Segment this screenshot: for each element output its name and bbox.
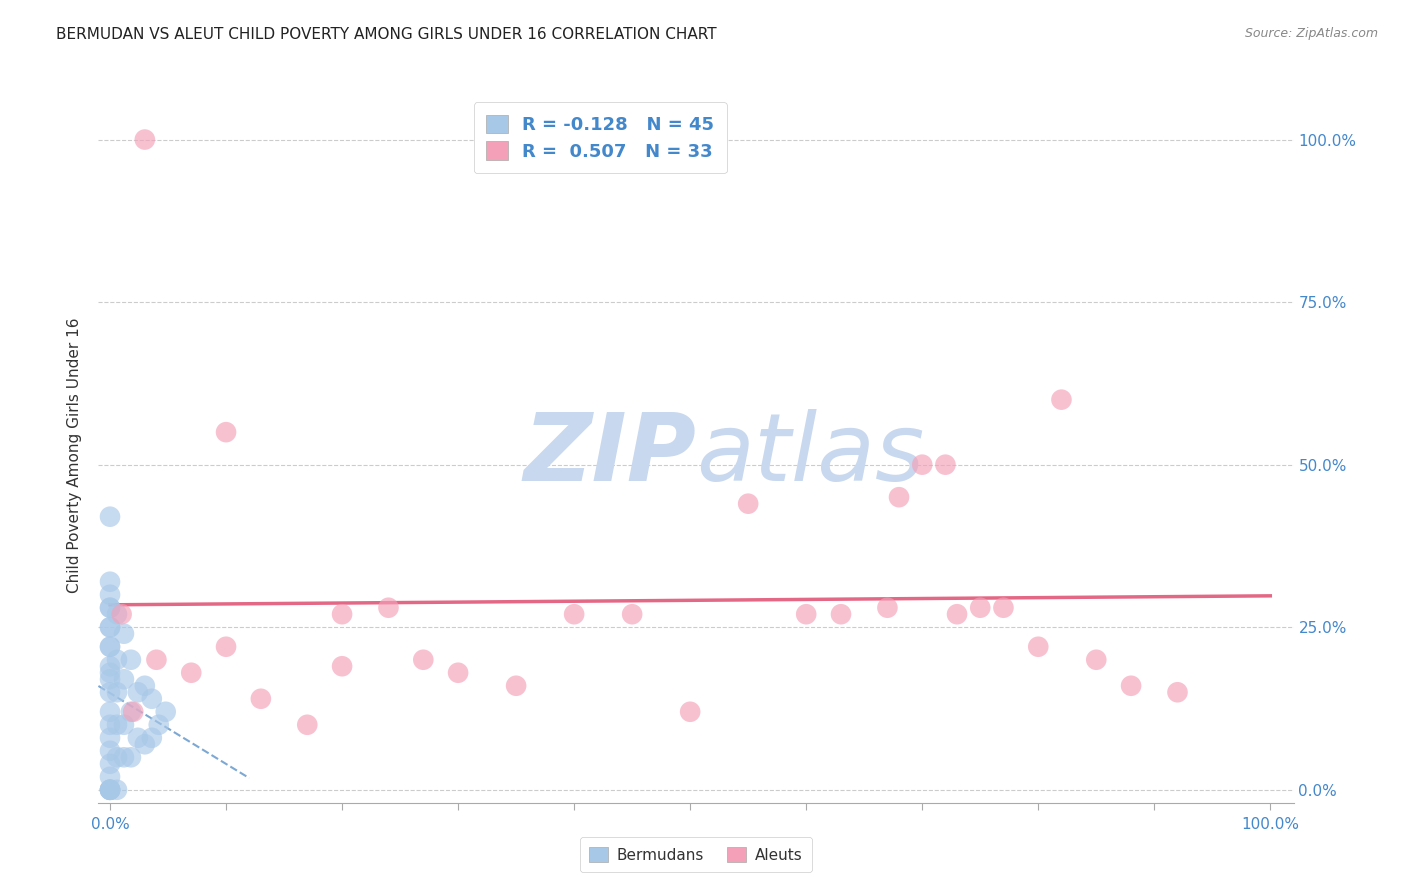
Point	[98, 640, 121, 654]
Point	[120, 705, 142, 719]
Point	[794, 607, 817, 622]
Point	[297, 718, 319, 732]
Point	[887, 490, 910, 504]
Point	[111, 607, 134, 622]
Point	[1026, 640, 1049, 654]
Y-axis label: Child Poverty Among Girls Under 16: Child Poverty Among Girls Under 16	[66, 318, 82, 592]
Point	[134, 132, 156, 146]
Point	[98, 782, 121, 797]
Point	[112, 750, 135, 764]
Point	[105, 685, 128, 699]
Point	[105, 782, 128, 797]
Point	[98, 782, 121, 797]
Point	[122, 705, 145, 719]
Point	[127, 685, 149, 699]
Point	[621, 607, 644, 622]
Point	[934, 458, 956, 472]
Point	[98, 640, 121, 654]
Point	[737, 497, 759, 511]
Point	[330, 659, 353, 673]
Point	[946, 607, 969, 622]
Point	[1085, 653, 1108, 667]
Point	[98, 659, 121, 673]
Point	[1166, 685, 1188, 699]
Point	[98, 782, 121, 797]
Point	[412, 653, 434, 667]
Point	[98, 620, 121, 634]
Point	[105, 750, 128, 764]
Point	[215, 425, 238, 439]
Point	[98, 672, 121, 686]
Point	[98, 744, 121, 758]
Point	[679, 705, 702, 719]
Point	[911, 458, 934, 472]
Point	[876, 600, 898, 615]
Point	[98, 756, 121, 771]
Point	[447, 665, 470, 680]
Text: BERMUDAN VS ALEUT CHILD POVERTY AMONG GIRLS UNDER 16 CORRELATION CHART: BERMUDAN VS ALEUT CHILD POVERTY AMONG GI…	[56, 27, 717, 42]
Point	[112, 626, 135, 640]
Point	[98, 600, 121, 615]
Point	[112, 718, 135, 732]
Point	[1050, 392, 1073, 407]
Point	[98, 600, 121, 615]
Point	[155, 705, 177, 719]
Point	[98, 782, 121, 797]
Text: ZIP: ZIP	[523, 409, 696, 501]
Point	[134, 737, 156, 751]
Point	[98, 574, 121, 589]
Point	[98, 718, 121, 732]
Point	[830, 607, 852, 622]
Point	[98, 620, 121, 634]
Point	[120, 653, 142, 667]
Point	[98, 665, 121, 680]
Point	[562, 607, 585, 622]
Point	[127, 731, 149, 745]
Point	[105, 653, 128, 667]
Text: atlas: atlas	[696, 409, 924, 500]
Point	[98, 509, 121, 524]
Point	[148, 718, 170, 732]
Point	[330, 607, 353, 622]
Point	[98, 685, 121, 699]
Point	[180, 665, 202, 680]
Point	[98, 782, 121, 797]
Text: Source: ZipAtlas.com: Source: ZipAtlas.com	[1244, 27, 1378, 40]
Point	[112, 672, 135, 686]
Point	[377, 600, 399, 615]
Point	[105, 718, 128, 732]
Point	[141, 731, 163, 745]
Point	[145, 653, 167, 667]
Legend: Bermudans, Aleuts: Bermudans, Aleuts	[581, 838, 811, 871]
Point	[120, 750, 142, 764]
Point	[993, 600, 1015, 615]
Point	[505, 679, 527, 693]
Point	[215, 640, 238, 654]
Point	[98, 770, 121, 784]
Point	[250, 691, 273, 706]
Point	[969, 600, 991, 615]
Point	[98, 731, 121, 745]
Point	[141, 691, 163, 706]
Point	[98, 705, 121, 719]
Point	[105, 607, 128, 622]
Point	[98, 588, 121, 602]
Point	[134, 679, 156, 693]
Point	[1119, 679, 1142, 693]
